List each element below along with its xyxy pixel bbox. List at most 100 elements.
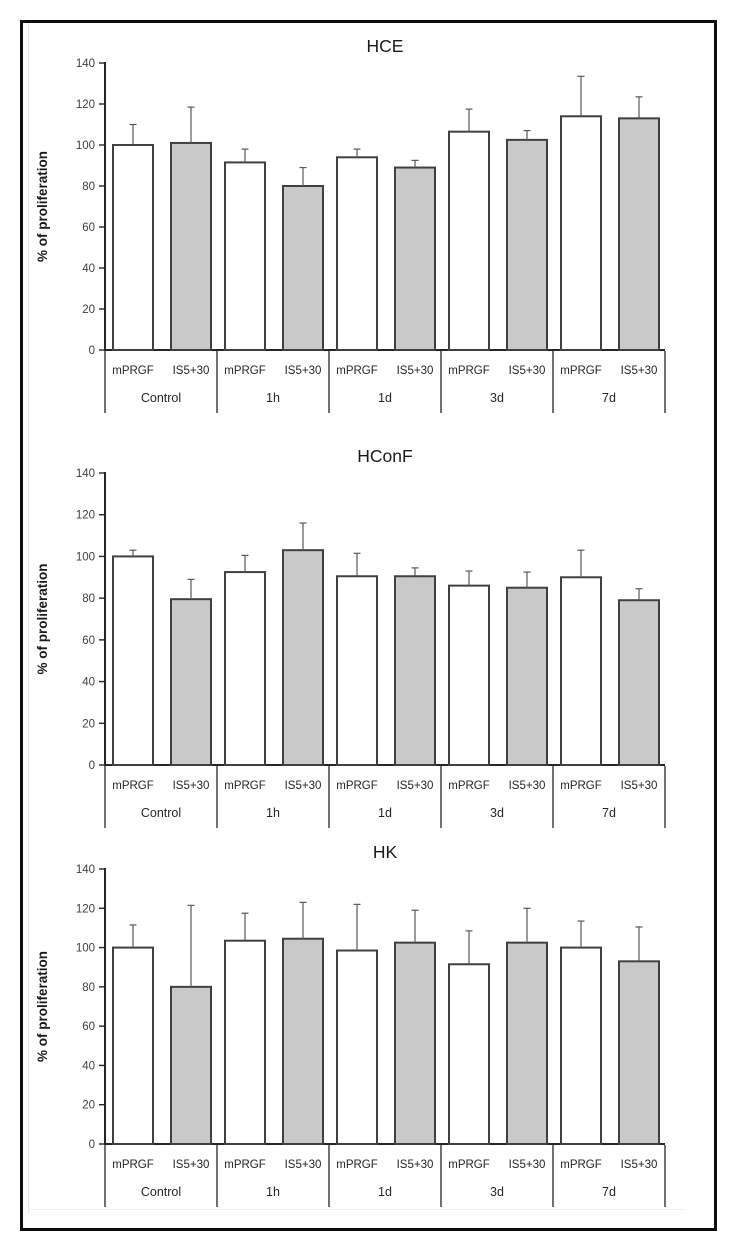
bar-is530-1d: [394, 941, 436, 1145]
y-tick-label: 100: [76, 943, 95, 955]
series-label: IS5+30: [285, 1159, 322, 1171]
series-label: mPRGF: [336, 780, 378, 792]
series-label: IS5+30: [621, 780, 658, 792]
series-label: mPRGF: [224, 365, 266, 377]
series-label: mPRGF: [336, 365, 378, 377]
series-label: mPRGF: [112, 780, 154, 792]
series-label: IS5+30: [509, 780, 546, 792]
group-label: 7d: [602, 391, 616, 405]
y-tick-label: 20: [82, 304, 95, 316]
y-tick-label: 40: [82, 1060, 95, 1072]
y-tick-label: 60: [82, 222, 95, 234]
y-tick-label: 0: [89, 345, 95, 357]
bar-is530-7d: [618, 599, 660, 766]
series-label: mPRGF: [336, 1159, 378, 1171]
bar-is530-control: [170, 598, 212, 766]
bar-mprgf-3d: [448, 584, 490, 766]
bar-mprgf-1h: [224, 161, 266, 351]
bar-mprgf-3d: [448, 963, 490, 1145]
y-tick-label: 120: [76, 99, 95, 111]
series-label: mPRGF: [560, 780, 602, 792]
series-label: mPRGF: [448, 780, 490, 792]
y-tick-label: 100: [76, 140, 95, 152]
bar-mprgf-7d: [560, 946, 602, 1145]
bar-mprgf-1h: [224, 939, 266, 1145]
series-label: IS5+30: [173, 365, 210, 377]
series-label: mPRGF: [448, 1159, 490, 1171]
y-tick-label: 0: [89, 1139, 95, 1151]
series-label: IS5+30: [285, 780, 322, 792]
chart-title: HK: [373, 842, 398, 862]
series-label: mPRGF: [112, 1159, 154, 1171]
group-label: 7d: [602, 806, 616, 820]
group-label: 3d: [490, 391, 504, 405]
series-label: mPRGF: [560, 365, 602, 377]
bar-mprgf-control: [112, 555, 154, 766]
chart-object-left-edge: [28, 23, 29, 1213]
y-axis-title: % of proliferation: [35, 951, 50, 1062]
bar-mprgf-1d: [336, 156, 378, 351]
y-tick-label: 20: [82, 1100, 95, 1112]
series-label: IS5+30: [397, 780, 434, 792]
bar-is530-3d: [506, 586, 548, 766]
bar-is530-1h: [282, 937, 324, 1145]
y-tick-label: 40: [82, 677, 95, 689]
series-label: mPRGF: [448, 365, 490, 377]
group-label: Control: [141, 391, 181, 405]
series-label: IS5+30: [285, 365, 322, 377]
y-tick-label: 80: [82, 593, 95, 605]
chart-hconf: HConF % of proliferation 0 20 40 60 80 100 120 14…: [35, 446, 666, 828]
group-label: Control: [141, 1185, 181, 1199]
y-tick-label: 120: [76, 903, 95, 915]
group-label: 1d: [378, 806, 392, 820]
group-label: 3d: [490, 1185, 504, 1199]
y-tick-label: 80: [82, 982, 95, 994]
y-tick-label: 140: [76, 864, 95, 876]
bar-is530-1h: [282, 185, 324, 351]
y-tick-label: 140: [76, 468, 95, 480]
series-label: mPRGF: [112, 365, 154, 377]
bar-mprgf-1h: [224, 571, 266, 766]
y-tick-label: 40: [82, 263, 95, 275]
series-label: IS5+30: [621, 365, 658, 377]
bar-is530-7d: [618, 117, 660, 351]
bar-mprgf-7d: [560, 576, 602, 766]
group-label: 3d: [490, 806, 504, 820]
bar-is530-3d: [506, 138, 548, 351]
y-tick-label: 120: [76, 510, 95, 522]
bar-is530-7d: [618, 960, 660, 1145]
y-axis-title: % of proliferation: [35, 151, 50, 262]
series-label: IS5+30: [509, 1159, 546, 1171]
group-label: 1h: [266, 1185, 280, 1199]
y-tick-label: 100: [76, 551, 95, 563]
chart-hce: HCE % of proliferation 0 20 40 60 80 100 120 140 m…: [35, 36, 666, 413]
figure-frame: HCE % of proliferation 0 20 40 60 80 100 120 140 m…: [20, 20, 717, 1231]
series-label: IS5+30: [621, 1159, 658, 1171]
group-label: Control: [141, 806, 181, 820]
group-label: 1d: [378, 391, 392, 405]
bar-is530-control: [170, 141, 212, 351]
bar-is530-1d: [394, 575, 436, 766]
bar-mprgf-7d: [560, 115, 602, 351]
group-label: 1h: [266, 806, 280, 820]
bar-is530-3d: [506, 941, 548, 1145]
series-label: IS5+30: [397, 1159, 434, 1171]
y-tick-label: 60: [82, 635, 95, 647]
chart-object-bottom-edge: [28, 1209, 684, 1210]
bar-is530-1d: [394, 166, 436, 351]
series-label: IS5+30: [397, 365, 434, 377]
chart-title: HConF: [357, 446, 412, 466]
series-label: IS5+30: [173, 780, 210, 792]
y-tick-label: 20: [82, 718, 95, 730]
bar-mprgf-1d: [336, 575, 378, 766]
group-label: 1h: [266, 391, 280, 405]
series-label: IS5+30: [173, 1159, 210, 1171]
chart-hk: HK % of proliferation 0 20 40 60 80 100 120 140 mP…: [35, 842, 666, 1207]
bar-mprgf-control: [112, 144, 154, 351]
bar-charts-container: HCE % of proliferation 0 20 40 60 80 100 120 140 m…: [23, 23, 714, 1228]
y-tick-label: 80: [82, 181, 95, 193]
series-label: mPRGF: [224, 1159, 266, 1171]
y-tick-label: 60: [82, 1021, 95, 1033]
series-label: mPRGF: [224, 780, 266, 792]
bar-is530-control: [170, 985, 212, 1145]
